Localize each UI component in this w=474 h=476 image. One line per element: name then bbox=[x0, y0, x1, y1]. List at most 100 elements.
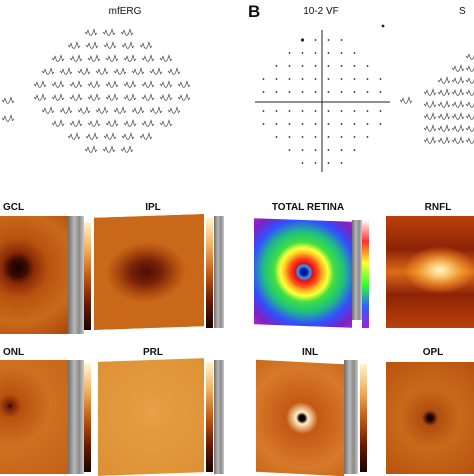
ipl-colorbar bbox=[206, 218, 213, 328]
mferg-trace bbox=[51, 54, 65, 63]
mferg-trace bbox=[465, 113, 474, 121]
vf-test-point bbox=[327, 162, 330, 164]
mferg-trace bbox=[451, 112, 465, 121]
mferg-trace bbox=[69, 80, 83, 89]
mferg-trace bbox=[69, 119, 83, 128]
vf-test-point bbox=[340, 65, 343, 67]
vf-test-point bbox=[314, 78, 317, 80]
mferg-trace bbox=[41, 67, 55, 76]
vf-test-point bbox=[327, 123, 330, 125]
vf-test-point bbox=[288, 110, 291, 112]
mferg-trace bbox=[437, 136, 451, 145]
mferg-trace bbox=[465, 65, 474, 73]
mferg-trace bbox=[1, 96, 15, 105]
mferg-trace bbox=[451, 124, 465, 133]
mferg-trace bbox=[451, 76, 465, 85]
vf-test-point bbox=[301, 91, 304, 93]
onl-thickness-map bbox=[0, 360, 68, 474]
mferg-trace bbox=[139, 132, 153, 141]
mferg-trace bbox=[437, 88, 451, 97]
vf-test-point bbox=[366, 136, 369, 138]
vf-title: 10-2 VF bbox=[303, 6, 339, 17]
mferg-trace bbox=[159, 119, 173, 128]
rnfl-title: RNFL bbox=[424, 202, 452, 213]
vf-right-partial-title: S bbox=[459, 6, 466, 17]
vf-test-point bbox=[314, 136, 317, 138]
vf-test-point bbox=[301, 78, 304, 80]
vf-test-point bbox=[275, 110, 278, 112]
vf-test-point bbox=[275, 91, 278, 93]
vf-test-point bbox=[288, 91, 291, 93]
vf-test-point bbox=[366, 110, 369, 112]
vf-test-point bbox=[327, 78, 330, 80]
mferg-trace bbox=[105, 54, 119, 63]
mferg-trace bbox=[123, 54, 137, 63]
vf-test-point bbox=[340, 39, 343, 41]
vf-test-point bbox=[327, 52, 330, 54]
inl-title: INL bbox=[301, 347, 319, 358]
vf-test-point bbox=[327, 149, 330, 151]
ipl-title: IPL bbox=[145, 202, 161, 213]
panel-label-b: B bbox=[248, 2, 261, 21]
vf-test-point bbox=[314, 65, 317, 67]
vf-test-point bbox=[275, 136, 278, 138]
vf-test-point bbox=[301, 52, 304, 54]
vf-test-point bbox=[353, 52, 356, 54]
mferg-trace bbox=[167, 67, 181, 76]
vf-test-point bbox=[301, 136, 304, 138]
mferg-trace bbox=[87, 80, 101, 89]
mferg-trace bbox=[121, 132, 135, 141]
mferg-trace bbox=[423, 124, 437, 133]
mferg-trace bbox=[423, 136, 437, 145]
mferg-trace bbox=[437, 124, 451, 133]
mferg-trace bbox=[131, 67, 145, 76]
ipl-thickness-map bbox=[94, 214, 204, 330]
visual-field-plot bbox=[255, 24, 390, 172]
vf-test-point bbox=[327, 65, 330, 67]
mferg-trace bbox=[451, 136, 465, 145]
vf-test-point bbox=[353, 149, 356, 151]
vf-test-point bbox=[275, 78, 278, 80]
mferg-trace bbox=[437, 100, 451, 109]
vf-test-point bbox=[340, 136, 343, 138]
mferg-trace bbox=[87, 93, 101, 102]
vf-test-point bbox=[262, 78, 265, 80]
mferg-trace bbox=[87, 54, 101, 63]
vf-test-point bbox=[379, 78, 382, 80]
vf-test-point bbox=[288, 65, 291, 67]
mferg-trace bbox=[41, 106, 55, 115]
mferg-trace bbox=[67, 132, 81, 141]
mferg-trace bbox=[95, 106, 109, 115]
mferg-trace bbox=[113, 67, 127, 76]
mferg-trace bbox=[177, 80, 191, 89]
mferg-trace bbox=[84, 28, 98, 37]
vf-test-point bbox=[327, 91, 330, 93]
mferg-trace bbox=[451, 88, 465, 97]
mferg-trace bbox=[465, 53, 474, 61]
onl-title: ONL bbox=[3, 347, 25, 358]
mferg-trace bbox=[87, 119, 101, 128]
mferg-trace bbox=[67, 41, 81, 50]
vf-test-point bbox=[353, 136, 356, 138]
gcl-colorbar bbox=[84, 222, 91, 330]
vf-test-point bbox=[379, 123, 382, 125]
vf-test-point bbox=[288, 52, 291, 54]
mferg-trace bbox=[121, 41, 135, 50]
mferg-trace bbox=[51, 119, 65, 128]
onl-colorbar bbox=[84, 364, 91, 472]
opl-title: OPL bbox=[422, 347, 444, 358]
mferg-trace bbox=[177, 93, 191, 102]
vf-test-point bbox=[301, 149, 304, 151]
opl-thickness-map bbox=[386, 362, 474, 474]
vf-test-point bbox=[314, 162, 317, 164]
mferg-trace bbox=[69, 54, 83, 63]
mferg-trace bbox=[77, 67, 91, 76]
vf-test-point bbox=[301, 65, 304, 67]
mferg-trace bbox=[465, 101, 474, 109]
vf-test-point bbox=[327, 39, 330, 41]
mferg-trace bbox=[1, 114, 15, 123]
total-retina-fundus-strip bbox=[352, 220, 362, 320]
vf-test-point bbox=[340, 123, 343, 125]
vf-test-point bbox=[340, 149, 343, 151]
mferg-trace bbox=[465, 89, 474, 97]
